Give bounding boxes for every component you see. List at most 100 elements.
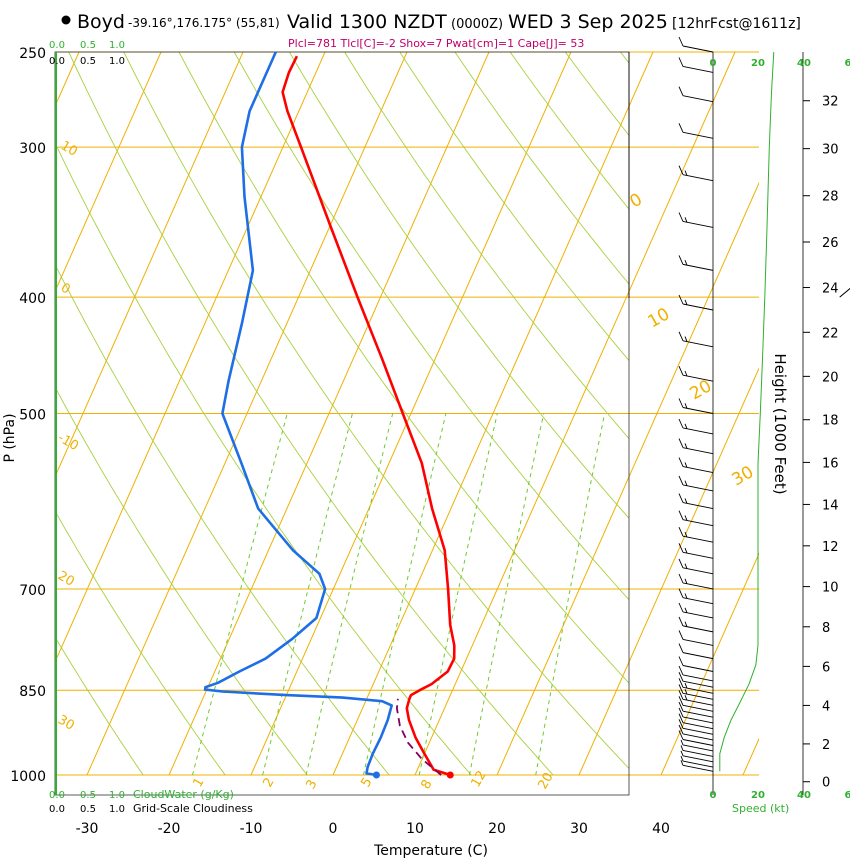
mixing-ratio-3 [305,413,394,776]
temperature-tick-label: 0 [329,821,338,837]
wind-barb [678,616,714,633]
wind-barb-shaft [678,57,714,73]
dry-adiabat-290 [55,141,472,776]
wind-barb-shaft [678,656,714,672]
wind-barb-shaft [680,739,714,752]
dry-adiabat-260 [55,510,226,776]
cloudiness-top-tick: 0.0 [49,56,65,67]
isotherm-label: 10 [58,138,80,159]
isotherm--10 [250,52,572,776]
speed-label: Speed (kt) [732,802,789,815]
isotherm-label: 30 [55,712,77,733]
wind-barb [678,724,714,741]
dry-adiabat-lines [55,52,850,776]
wind-barb-shaft [678,165,714,182]
wind-barb-shaft [678,493,714,510]
cloudwater-top-tick: 1.0 [109,40,125,51]
wind-barb [678,123,714,139]
wind-barb-shaft [678,457,714,474]
cloudiness-top-tick: 1.0 [109,56,125,67]
height-tick-label: 28 [822,190,839,205]
temperature-tick-label: -20 [158,821,181,837]
height-axis-label: Height (1000 Feet) [771,353,789,494]
mixing-ratio-20 [535,413,606,776]
speed-bottom-tick: 6 [845,790,850,801]
isotherm-label: 0 [627,190,646,213]
wind-barb-shaft [678,510,714,527]
dry-adiabat-360 [399,52,629,362]
wind-barb [678,573,714,590]
series-temperature [281,55,456,777]
mixing-ratio-label: 12 [468,768,489,790]
pressure-tick-label: 700 [19,583,46,599]
wind-barb [678,255,714,271]
dry-adiabat-270 [55,386,308,776]
wind-barb-shaft [678,212,714,228]
height-tick-label: 32 [822,95,839,110]
wind-barb [678,690,714,706]
pressure-tick-label: 850 [19,684,46,700]
wind-barb-shaft [678,331,714,348]
isotherm--60 [55,52,162,293]
station-location: -39.16°,176.175° (55,81) [128,16,280,30]
dry-adiabat-320 [178,52,629,684]
wind-barb [678,493,714,510]
dry-adiabat-280 [55,263,390,776]
wind-barb-shaft [678,690,714,706]
wind-barb [680,760,714,772]
wind-barb-shaft [678,255,714,271]
wind-barb [678,212,714,228]
wind-barb-shaft [678,665,714,682]
wind-barb-shaft [678,123,714,139]
wind-barb-shaft [678,602,714,619]
cloudiness-label: Grid-Scale Cloudiness [133,802,253,815]
dry-adiabat-340 [289,52,629,519]
dry-adiabat-250 [55,636,144,776]
mixing-ratio-label: 5 [358,775,375,790]
isotherm-label: -10 [55,430,81,454]
mixing-ratio-12 [469,413,545,776]
wind-barb [678,398,714,414]
isotherm-20 [496,181,759,776]
speed-top-tick: 40 [797,58,811,69]
wind-barb-shaft [678,724,714,741]
speed-top-tick: 0 [710,58,717,69]
wind-barb [678,457,714,474]
temperature-tick-label: 40 [652,821,670,837]
height-tick-label: 22 [822,326,839,341]
wind-barb [680,745,714,757]
wind-barb-shaft [678,672,714,688]
height-tick-label: 14 [822,498,839,513]
dry-adiabat-310 [123,52,629,770]
isotherm--30 [86,52,408,776]
tropopause-line [839,287,850,298]
temperature-tick-label: 30 [570,821,588,837]
wind-barb-shaft [678,86,714,103]
isobar-lines [55,51,759,776]
wind-barb [678,643,714,660]
wind-barb-shaft [680,760,714,772]
wind-barb-shaft [678,730,714,746]
height-tick-label: 24 [822,282,839,297]
mixing-ratio-label: 3 [303,777,320,792]
mixing-ratio-label: 20 [535,770,556,792]
wind-barb-shaft [678,438,714,455]
dry-adiabat-430 [786,52,850,775]
station-name: Boyd [77,11,125,33]
cloudwater-label: CloudWater (g/Kg) [133,788,234,801]
wind-barb [678,713,714,730]
wind-barb-shaft [678,475,714,492]
surface-dewpoint-marker [372,771,380,779]
wind-barb-shaft [678,719,714,735]
pressure-tick-label: 1000 [10,769,46,785]
valid-time: Valid 1300 NZDT [287,11,447,33]
wind-barb-shaft [680,755,714,768]
wind-barb [680,739,714,752]
height-tick-label: 16 [822,456,839,471]
temperature-tick-label: -30 [76,821,99,837]
dry-adiabat-300 [68,52,554,776]
wind-barb [678,701,714,718]
isotherm-label: 30 [729,462,758,490]
station-marker-icon [61,15,71,25]
wind-barb [678,665,714,682]
